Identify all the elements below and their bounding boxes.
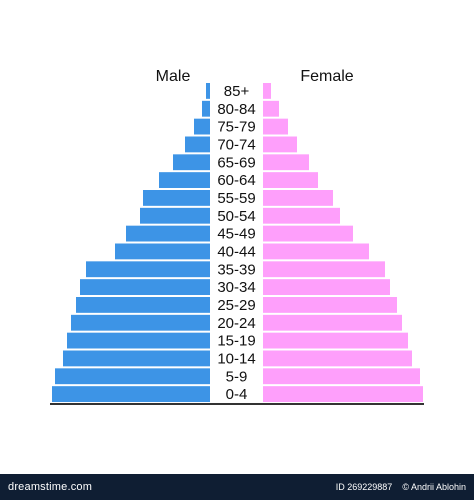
female-bar-40-44 bbox=[263, 243, 369, 260]
male-bar-50-54 bbox=[140, 207, 210, 224]
age-label-65-69: 65-69 bbox=[217, 154, 255, 171]
female-bar-70-74 bbox=[263, 136, 297, 153]
male-bar-60-64 bbox=[159, 172, 210, 188]
male-bar-25-29 bbox=[76, 297, 210, 313]
male-bar-10-14 bbox=[63, 350, 210, 367]
female-bar-30-34 bbox=[263, 279, 390, 295]
age-label-10-14: 10-14 bbox=[217, 350, 255, 367]
age-label-20-24: 20-24 bbox=[217, 315, 255, 332]
male-bar-15-19 bbox=[67, 332, 210, 349]
female-bar-15-19 bbox=[263, 332, 408, 349]
age-label-85+: 85+ bbox=[224, 83, 250, 100]
female-bar-60-64 bbox=[263, 172, 318, 188]
male-bar-30-34 bbox=[80, 279, 210, 295]
male-bar-40-44 bbox=[115, 243, 210, 260]
age-label-45-49: 45-49 bbox=[217, 226, 255, 243]
age-label-50-54: 50-54 bbox=[217, 208, 255, 225]
footer-credits: ID 269229887 © Andrii Ablohin bbox=[336, 482, 466, 492]
age-labels: 0-45-910-1415-1920-2425-2930-3435-3940-4… bbox=[217, 83, 255, 403]
age-label-80-84: 80-84 bbox=[217, 101, 255, 118]
female-bar-50-54 bbox=[263, 207, 340, 224]
female-bar-35-39 bbox=[263, 261, 385, 278]
male-bar-5-9 bbox=[55, 368, 210, 385]
female-bar-5-9 bbox=[263, 368, 420, 385]
age-label-70-74: 70-74 bbox=[217, 136, 255, 153]
male-bar-65-69 bbox=[173, 154, 210, 171]
age-label-15-19: 15-19 bbox=[217, 333, 255, 350]
female-bar-0-4 bbox=[263, 386, 423, 402]
female-bar-10-14 bbox=[263, 350, 412, 367]
male-bar-75-79 bbox=[194, 118, 210, 135]
male-bar-70-74 bbox=[185, 136, 210, 153]
age-label-35-39: 35-39 bbox=[217, 261, 255, 278]
legend-male: Male bbox=[156, 68, 191, 85]
female-bar-20-24 bbox=[263, 314, 402, 331]
female-bar-65-69 bbox=[263, 154, 309, 171]
age-label-55-59: 55-59 bbox=[217, 190, 255, 207]
female-bar-85+ bbox=[263, 83, 271, 99]
male-bar-35-39 bbox=[86, 261, 210, 278]
age-label-30-34: 30-34 bbox=[217, 279, 255, 296]
age-label-75-79: 75-79 bbox=[217, 119, 255, 136]
male-bars bbox=[52, 83, 210, 402]
female-bar-55-59 bbox=[263, 190, 333, 206]
female-bar-80-84 bbox=[263, 100, 279, 117]
population-pyramid: 0-45-910-1415-1920-2425-2930-3435-3940-4… bbox=[50, 68, 424, 405]
footer-bar: dreamstime.com ID 269229887 © Andrii Abl… bbox=[0, 474, 474, 500]
female-bar-25-29 bbox=[263, 297, 397, 313]
age-label-40-44: 40-44 bbox=[217, 243, 255, 260]
male-bar-0-4 bbox=[52, 386, 210, 402]
male-bar-45-49 bbox=[126, 225, 210, 242]
male-bar-85+ bbox=[206, 83, 210, 99]
age-label-5-9: 5-9 bbox=[226, 368, 248, 385]
legend-female: Female bbox=[300, 68, 353, 85]
footer-id: ID 269229887 bbox=[335, 482, 393, 492]
female-bars bbox=[263, 83, 423, 402]
age-label-60-64: 60-64 bbox=[217, 172, 255, 189]
female-bar-75-79 bbox=[263, 118, 288, 135]
male-bar-20-24 bbox=[71, 314, 210, 331]
male-bar-55-59 bbox=[143, 190, 210, 206]
footer-author: © Andrii Ablohin bbox=[402, 482, 466, 492]
female-bar-45-49 bbox=[263, 225, 353, 242]
age-label-0-4: 0-4 bbox=[226, 386, 248, 403]
footer-brand: dreamstime.com bbox=[8, 481, 93, 493]
male-bar-80-84 bbox=[202, 100, 210, 117]
age-label-25-29: 25-29 bbox=[217, 297, 255, 314]
